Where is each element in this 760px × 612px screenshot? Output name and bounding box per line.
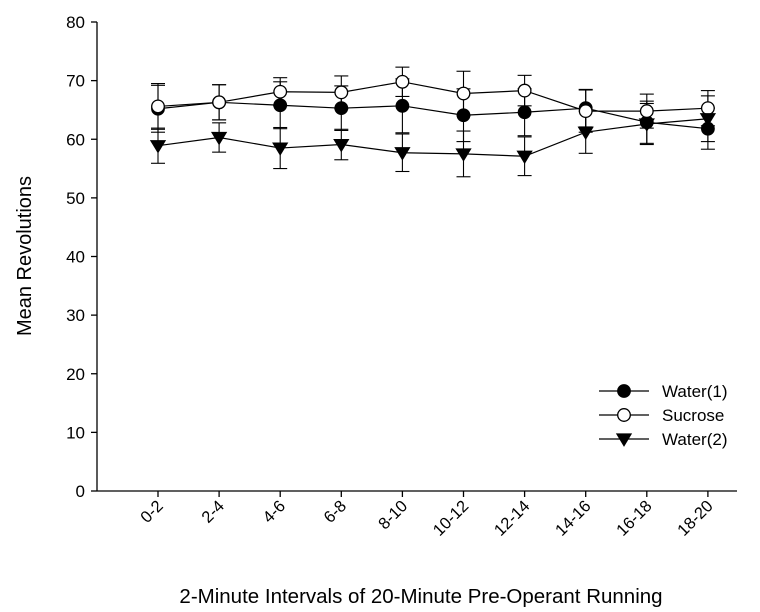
x-axis: 0-2 2-4 4-6 6-8 8-10 10-12 12-14 14-16 16-18 18-2…	[97, 490, 737, 540]
legend-label: Water(2)	[662, 430, 728, 449]
x-tick-label: 10-12	[430, 497, 473, 540]
data-point	[455, 148, 472, 162]
legend-marker	[615, 433, 633, 447]
x-tick-label: 8-10	[375, 497, 411, 533]
data-point	[273, 84, 288, 99]
data-point	[151, 99, 165, 114]
data-point	[699, 113, 717, 127]
data-point	[212, 95, 227, 110]
data-point	[517, 105, 532, 120]
data-point	[334, 101, 349, 116]
series-markers	[149, 113, 717, 165]
legend-item: Water(2)	[599, 430, 728, 449]
data-point	[456, 86, 471, 101]
series-line	[157, 81, 708, 112]
data-point	[334, 85, 349, 100]
legend: Water(1) Sucrose Water(2)	[599, 382, 728, 449]
data-point	[517, 83, 532, 98]
y-axis: 0 10 20 30 40 50 60 70 80	[66, 13, 98, 501]
data-point	[394, 147, 411, 161]
legend-item: Water(1)	[599, 382, 728, 401]
y-tick-label: 10	[66, 423, 85, 442]
legend-item: Sucrose	[599, 406, 724, 425]
data-point	[578, 104, 593, 119]
x-tick-label: 16-18	[613, 497, 656, 540]
legend-marker	[617, 408, 631, 422]
data-point	[516, 150, 533, 165]
x-tick-label: 0-2	[137, 497, 167, 527]
y-tick-label: 30	[66, 306, 85, 325]
series-line	[157, 101, 708, 130]
data-point	[272, 142, 289, 156]
y-tick-label: 0	[76, 482, 85, 501]
x-tick-label: 18-20	[674, 497, 717, 540]
series-sucrose	[151, 66, 715, 133]
y-axis-label: Mean Revolutions	[14, 176, 36, 336]
x-tick-label: 6-8	[321, 497, 351, 527]
legend-label: Water(1)	[662, 382, 728, 401]
data-point	[273, 98, 288, 113]
y-tick-label: 40	[66, 248, 85, 267]
data-point	[577, 126, 594, 141]
x-tick-label: 2-4	[198, 497, 228, 527]
legend-label: Sucrose	[662, 406, 724, 425]
series-markers	[151, 95, 715, 136]
y-ticks: 0 10 20 30 40 50 60 70 80	[66, 13, 97, 501]
x-axis-label: 2-Minute Intervals of 20-Minute Pre-Oper…	[179, 585, 662, 608]
data-point	[149, 140, 167, 154]
series-water-1-	[151, 78, 715, 150]
series-water-2-	[151, 95, 715, 178]
x-tick-label: 4-6	[259, 497, 289, 527]
y-tick-label: 70	[66, 72, 85, 91]
legend-marker	[617, 384, 631, 398]
y-tick-label: 20	[66, 365, 85, 384]
series-markers	[151, 74, 715, 119]
y-tick-label: 80	[66, 13, 85, 32]
data-point	[456, 108, 471, 123]
data-point	[333, 138, 350, 153]
x-tick-label: 14-16	[552, 497, 595, 540]
x-ticks: 0-2 2-4 4-6 6-8 8-10 10-12 12-14 14-16 16-18 18-2…	[137, 491, 717, 540]
data-point	[638, 118, 655, 132]
data-point	[700, 101, 715, 116]
y-tick-label: 60	[66, 130, 85, 149]
y-tick-label: 50	[66, 189, 85, 208]
plot-area	[149, 66, 717, 178]
data-point	[395, 74, 410, 89]
data-point	[210, 131, 228, 146]
series-line	[157, 118, 708, 157]
x-tick-label: 12-14	[491, 497, 534, 540]
data-point	[639, 104, 654, 119]
data-point	[395, 98, 410, 113]
